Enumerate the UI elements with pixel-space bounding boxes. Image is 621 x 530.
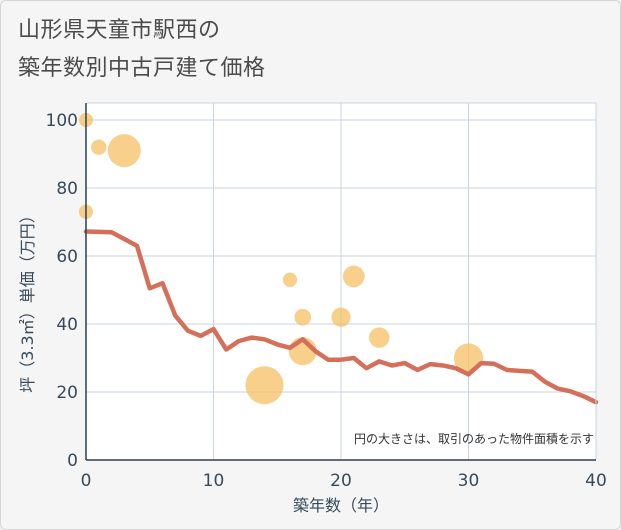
bubble-point xyxy=(294,308,312,326)
y-tick-label: 80 xyxy=(56,179,78,199)
bubble-point xyxy=(91,139,107,155)
y-tick-label: 20 xyxy=(56,383,78,403)
average-price-line xyxy=(83,229,599,405)
y-tick-label: 40 xyxy=(56,315,78,335)
y-tick-label: 0 xyxy=(67,451,78,471)
x-tick-label: 40 xyxy=(585,471,607,491)
y-tick-label: 60 xyxy=(56,247,78,267)
x-tick-label: 20 xyxy=(330,471,352,491)
axes: 0 20 40 60 80 100 0 10 20 30 40 xyxy=(46,102,607,491)
chart-title: 山形県天童市駅西の 築年数別中古戸建て価格 xyxy=(18,12,266,88)
y-tick-label: 100 xyxy=(46,111,78,131)
bubble-point xyxy=(107,134,141,168)
x-axis-label: 築年数（年） xyxy=(293,496,389,515)
y-axis-label: 坪（3.3㎡）単価（万円） xyxy=(18,207,37,392)
bubble-point xyxy=(342,265,365,288)
size-note: 円の大きさは、取引のあった物件面積を示す xyxy=(354,431,594,446)
chart-title-line2: 築年数別中古戸建て価格 xyxy=(18,56,266,81)
bubble-point xyxy=(282,272,298,287)
bubble-point xyxy=(245,366,284,405)
bubble-point xyxy=(331,307,351,327)
x-tick-label: 0 xyxy=(81,471,92,491)
chart-title-line1: 山形県天童市駅西の xyxy=(18,18,221,43)
line-layer xyxy=(83,229,599,405)
bubble-point xyxy=(369,327,390,348)
x-tick-label: 10 xyxy=(203,471,225,491)
x-tick-label: 30 xyxy=(458,471,480,491)
